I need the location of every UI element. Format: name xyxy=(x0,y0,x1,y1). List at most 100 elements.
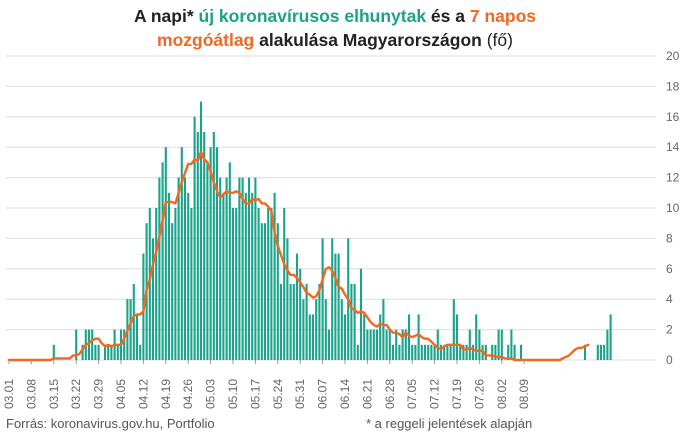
title-part-7day: 7 napos xyxy=(469,6,536,26)
title-part-6: alakulása Magyarországon xyxy=(254,30,482,50)
death-bar xyxy=(107,344,110,360)
death-bar xyxy=(404,329,407,360)
death-bar xyxy=(167,192,171,360)
death-bar xyxy=(203,132,206,360)
death-bar xyxy=(247,177,251,360)
death-bar xyxy=(327,329,331,360)
x-tick-label: 04.26 xyxy=(181,379,195,409)
death-bar xyxy=(183,177,187,360)
x-tick-label: 05.24 xyxy=(271,379,285,409)
y-tick-label: 0 xyxy=(666,353,673,367)
death-bar xyxy=(343,314,347,360)
death-bar xyxy=(132,284,135,360)
death-bar xyxy=(171,223,174,360)
death-bar xyxy=(334,253,337,360)
title-part-1: A napi* xyxy=(134,6,199,26)
death-bar xyxy=(369,329,372,360)
moving-average-line xyxy=(7,150,590,362)
death-bar xyxy=(190,208,193,360)
x-tick-label: 06.28 xyxy=(383,379,397,409)
death-bar xyxy=(513,344,516,360)
death-bar xyxy=(433,344,436,360)
death-bar xyxy=(606,329,609,360)
x-tick-label: 04.19 xyxy=(159,379,173,409)
death-bar xyxy=(411,344,414,360)
death-bar xyxy=(103,344,107,360)
title-part-3: és a xyxy=(426,6,470,26)
y-tick-label: 2 xyxy=(666,323,673,337)
y-tick-label: 20 xyxy=(666,49,680,63)
death-bar xyxy=(324,299,327,360)
x-tick-label: 03.22 xyxy=(69,379,83,409)
death-bar xyxy=(468,329,471,360)
death-bar xyxy=(139,344,142,360)
death-bar xyxy=(414,344,417,360)
death-bar xyxy=(273,192,276,360)
x-tick-label: 05.31 xyxy=(293,379,307,409)
x-tick-label: 08.02 xyxy=(495,379,509,409)
death-bar xyxy=(500,329,503,360)
death-bar xyxy=(379,314,382,360)
death-bar xyxy=(491,344,494,360)
death-bar xyxy=(331,238,334,360)
gridlines xyxy=(6,55,656,361)
death-bar xyxy=(321,238,324,360)
death-bar xyxy=(174,208,177,360)
y-axis: 0 2 4 6 8 10 12 14 16 18 20 xyxy=(666,49,680,367)
death-bar xyxy=(212,132,215,360)
title-line-1: A napi* új koronavírusos elhunytak és a … xyxy=(0,4,670,28)
title-part-moving-average: mozgóátlag xyxy=(157,30,255,50)
death-bar xyxy=(599,344,603,360)
death-bar xyxy=(375,329,379,360)
y-tick-label: 10 xyxy=(666,201,680,215)
x-tick-label: 07.26 xyxy=(472,379,486,409)
death-bar xyxy=(439,344,443,360)
y-tick-label: 16 xyxy=(666,110,680,124)
death-bar xyxy=(449,344,452,360)
death-bar xyxy=(299,268,302,360)
death-bar xyxy=(443,344,446,360)
death-bar xyxy=(257,208,260,360)
death-bar xyxy=(459,344,462,360)
death-bar xyxy=(161,162,164,360)
death-bar xyxy=(91,329,94,360)
y-tick-label: 12 xyxy=(666,171,680,185)
x-tick-label: 05.03 xyxy=(204,379,218,409)
death-bar xyxy=(231,208,235,360)
death-bar xyxy=(308,314,311,360)
death-bar xyxy=(446,344,449,360)
death-bar xyxy=(196,132,199,360)
death-bar xyxy=(382,299,385,360)
x-tick-label: 06.21 xyxy=(360,379,374,409)
death-bar xyxy=(193,116,196,360)
x-tick-label: 03.29 xyxy=(92,379,106,409)
x-tick-label: 03.15 xyxy=(47,379,61,409)
death-bar xyxy=(363,314,366,360)
death-bar xyxy=(228,162,231,360)
y-tick-label: 18 xyxy=(666,79,680,93)
y-tick-label: 4 xyxy=(666,292,673,306)
chart-title: A napi* új koronavírusos elhunytak és a … xyxy=(0,4,670,52)
x-tick-label: 05.10 xyxy=(226,379,240,409)
death-bar xyxy=(151,238,155,360)
death-bar xyxy=(452,299,455,360)
death-bar xyxy=(110,344,113,360)
death-bar xyxy=(430,344,433,360)
x-tick-label: 08.09 xyxy=(517,379,531,409)
death-bar xyxy=(225,177,228,360)
death-bar xyxy=(519,344,523,360)
death-bar xyxy=(180,147,183,360)
death-bar xyxy=(417,314,420,360)
death-bar xyxy=(129,299,132,360)
x-tick-label: 07.12 xyxy=(428,379,442,409)
death-bar xyxy=(337,253,340,360)
death-bar xyxy=(283,208,286,360)
death-bar xyxy=(52,344,55,360)
death-bar xyxy=(222,192,225,360)
death-bar xyxy=(455,314,459,360)
death-bar xyxy=(315,299,318,360)
x-axis: 03.01 03.08 03.15 03.22 03.29 04.05 04.12 04.19… xyxy=(2,360,531,409)
death-bar xyxy=(305,284,308,360)
death-bar xyxy=(254,177,257,360)
death-bar xyxy=(596,344,599,360)
